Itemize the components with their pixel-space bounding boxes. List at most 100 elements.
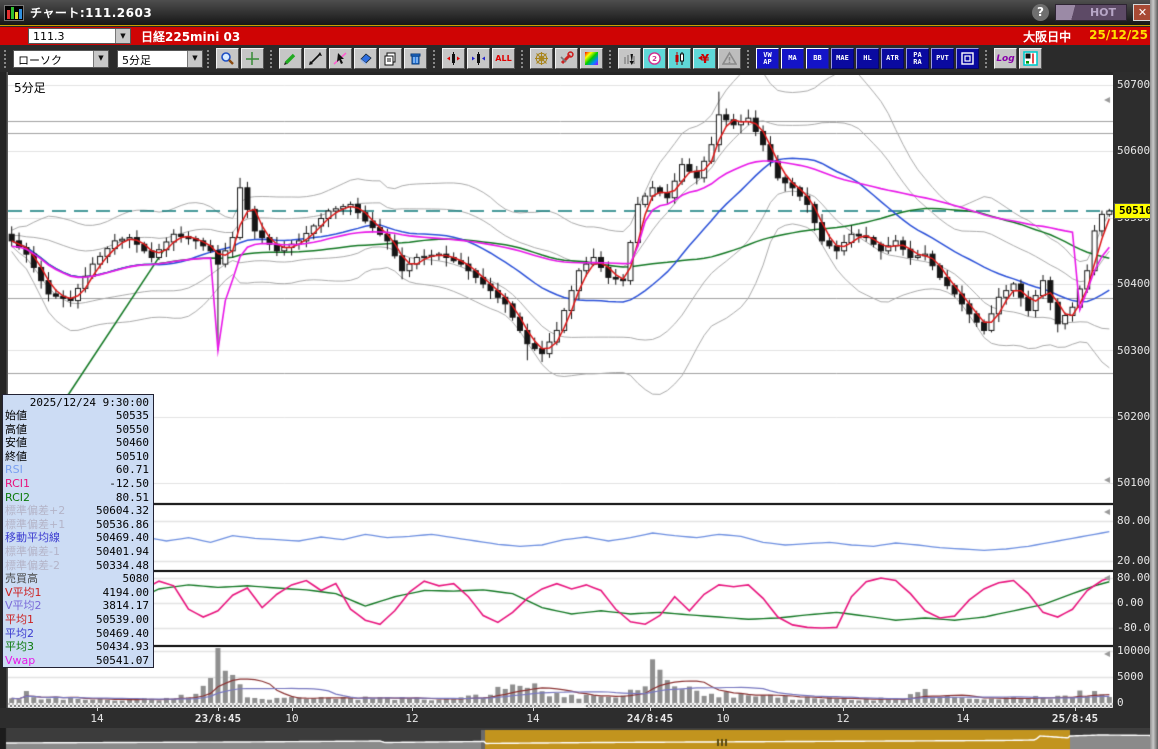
time-tick-mark: [723, 708, 724, 711]
readout-label: RSI: [5, 463, 23, 477]
readout-value: 50536.86: [96, 517, 149, 531]
bb-button[interactable]: BB: [806, 48, 829, 69]
data-readout-panel: 2025/12/24 9:30:00 始値 50535 高値 50550 安値 50460…: [2, 394, 154, 669]
time-tick-label: 14: [90, 712, 104, 725]
readout-value: 5080: [122, 572, 150, 586]
readout-row: 平均3 50434.93: [3, 640, 153, 654]
trend-arrow-icon[interactable]: [304, 48, 327, 69]
rainbow-icon[interactable]: [580, 48, 603, 69]
ma-button[interactable]: MA: [781, 48, 804, 69]
instrument-label: 日経225mini 03: [141, 29, 241, 44]
readout-value: 3814.17: [102, 599, 149, 613]
axis-tick-label: 80.00: [1117, 571, 1151, 584]
readout-label: 標準偏差+1: [5, 517, 66, 531]
warning-icon[interactable]: [718, 48, 741, 69]
all-button[interactable]: ALL: [492, 48, 515, 69]
hl-button[interactable]: HL: [856, 48, 879, 69]
readout-value: 50535: [115, 409, 149, 422]
select-arrow-icon[interactable]: [329, 48, 352, 69]
readout-value: 50434.93: [96, 640, 149, 654]
axis-tick-label: 50700: [1117, 78, 1151, 91]
price-chart-canvas[interactable]: [8, 75, 1113, 708]
help-button[interactable]: ?: [1032, 4, 1049, 21]
crosshair-icon[interactable]: [241, 48, 264, 69]
eraser-icon[interactable]: [354, 48, 377, 69]
timeframe-value: 5分足: [122, 53, 151, 67]
readout-label: 標準偏差-1: [5, 544, 60, 558]
hot-button[interactable]: HOT: [1055, 4, 1127, 21]
chart-type-combo[interactable]: ローソク ▼: [13, 49, 109, 68]
tools-icon[interactable]: [555, 48, 578, 69]
session-label: 大阪日中: [1023, 29, 1072, 44]
readout-value: 60.71: [115, 463, 149, 477]
time-tick-mark: [843, 708, 844, 711]
readout-label: 高値: [5, 422, 27, 436]
axis-tick-label: 50200: [1117, 410, 1151, 423]
log-button[interactable]: Log: [994, 48, 1017, 69]
readout-row: 始値 50535: [3, 409, 153, 423]
readout-value: -12.50: [109, 476, 149, 490]
clock-icon[interactable]: 2: [643, 48, 666, 69]
chevron-down-icon[interactable]: ▼: [115, 29, 130, 43]
readout-value: 4194.00: [102, 585, 149, 599]
readout-label: V平均2: [5, 599, 42, 613]
symbol-combo[interactable]: 111.3 ▼: [28, 28, 131, 44]
mae-button[interactable]: MAE: [831, 48, 854, 69]
toolbar-separator: [4, 49, 10, 68]
atr-button[interactable]: ATR: [881, 48, 904, 69]
readout-row: 売買高 5080: [3, 572, 153, 586]
vwap-button[interactable]: VW AP: [756, 48, 779, 69]
time-tick-mark: [218, 708, 219, 711]
web-icon[interactable]: [530, 48, 553, 69]
readout-label: 平均1: [5, 612, 34, 626]
trash-icon[interactable]: [404, 48, 427, 69]
readout-row: 安値 50460: [3, 436, 153, 450]
readout-row: RCI2 80.51: [3, 491, 153, 505]
readout-label: 平均3: [5, 640, 34, 654]
price-axis: [1113, 72, 1150, 728]
axis-tick-label: 0: [1117, 696, 1124, 709]
time-tick-label: 24/8:45: [626, 712, 674, 725]
toolbar-separator: [521, 49, 527, 68]
axis-tick-label: 80.00: [1117, 514, 1151, 527]
timeframe-chart-label: 5分足: [14, 81, 46, 95]
draw-pencil-icon[interactable]: [279, 48, 302, 69]
shrink-bars-icon[interactable]: [467, 48, 490, 69]
expand-bars-icon[interactable]: [442, 48, 465, 69]
readout-row: RCI1 -12.50: [3, 477, 153, 491]
yen-icon[interactable]: ¥: [693, 48, 716, 69]
axis-tick-label: 50100: [1117, 476, 1151, 489]
layout-button[interactable]: [1019, 48, 1042, 69]
copy-icon[interactable]: [379, 48, 402, 69]
chevron-down-icon[interactable]: ▼: [93, 50, 108, 67]
time-tick-mark: [1075, 708, 1076, 711]
readout-row: Vwap 50541.07: [3, 654, 153, 668]
chart-down-icon[interactable]: [618, 48, 641, 69]
zoom-icon[interactable]: [216, 48, 239, 69]
readout-label: 終値: [5, 449, 27, 463]
indicator-button-label: MAE: [836, 54, 849, 62]
compare-candles-icon[interactable]: [668, 48, 691, 69]
time-tick-mark: [963, 708, 964, 711]
window-title: チャート:111.2603: [30, 6, 153, 20]
readout-row: 標準偏差+1 50536.86: [3, 518, 153, 532]
readout-value: 80.51: [115, 490, 149, 504]
range-navigator[interactable]: [0, 728, 1158, 749]
readout-label: 安値: [5, 436, 27, 450]
timeframe-combo[interactable]: 5分足 ▼: [117, 49, 203, 68]
svg-text:2: 2: [652, 55, 657, 63]
window-right-edge: [1150, 0, 1158, 749]
trade-date: 25/12/25: [1089, 27, 1148, 42]
chevron-down-icon[interactable]: ▼: [187, 50, 202, 67]
window-button[interactable]: [956, 48, 979, 69]
axis-tick-label: 50400: [1117, 277, 1151, 290]
readout-value: 50604.32: [96, 504, 149, 518]
pvt-button[interactable]: PVT: [931, 48, 954, 69]
readout-row: 高値 50550: [3, 423, 153, 437]
time-tick-label: 10: [285, 712, 299, 725]
time-tick-mark: [412, 708, 413, 711]
readout-row: 移動平均線 50469.40: [3, 531, 153, 545]
toolbar: ローソク ▼ 5分足 ▼ ALL 2 ¥ VW AP MA BB MAE HL ATR PA RA…: [0, 45, 1158, 72]
para-button[interactable]: PA RA: [906, 48, 929, 69]
current-price-tag: 50510: [1114, 203, 1157, 219]
